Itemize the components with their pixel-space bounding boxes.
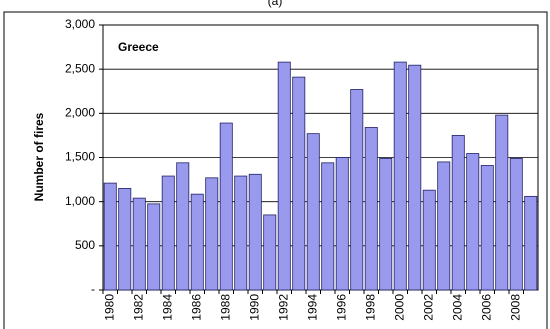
bar [248, 173, 262, 291]
bar [379, 157, 393, 291]
y-tick-label: 1,500 [65, 150, 95, 164]
x-tick-label: 1984 [160, 294, 174, 321]
y-tick-label: 500 [75, 238, 95, 252]
bar [350, 89, 364, 291]
bar [335, 157, 349, 291]
bar [219, 122, 233, 291]
bar [509, 157, 523, 291]
x-tick-label: 1994 [305, 294, 319, 321]
bar [234, 175, 248, 291]
bar [147, 203, 161, 291]
x-tick-label: 1988 [218, 294, 232, 321]
bar [495, 114, 509, 291]
x-tick-label: 2006 [479, 294, 493, 321]
bar [480, 165, 494, 291]
chart-frame [3, 11, 548, 329]
bar [364, 127, 378, 291]
x-tick-label: 1982 [131, 294, 145, 321]
bar [422, 189, 436, 291]
y-tick-label: 2,500 [65, 61, 95, 75]
x-tick-label: 2002 [421, 294, 435, 321]
bar [277, 61, 291, 291]
y-tick-label: 2,000 [65, 106, 95, 120]
y-tick-label: - [91, 282, 95, 296]
bar [176, 162, 190, 291]
y-tick-label: 1,000 [65, 194, 95, 208]
bar [437, 161, 451, 291]
bar [451, 135, 465, 291]
bar [466, 153, 480, 291]
bar [103, 182, 117, 291]
bar [408, 64, 422, 291]
bar [205, 177, 219, 291]
x-tick-label: 1998 [363, 294, 377, 321]
x-tick-label: 2004 [450, 294, 464, 321]
annotation: Greece [118, 40, 159, 54]
x-tick-label: 1990 [247, 294, 261, 321]
bar [524, 195, 538, 291]
bar [393, 61, 407, 291]
bar [292, 76, 306, 291]
bar [306, 133, 320, 291]
x-tick-label: 1996 [334, 294, 348, 321]
chart-title: (a) [268, 0, 283, 8]
x-tick-label: 1992 [276, 294, 290, 321]
bar [190, 193, 204, 291]
bar [132, 197, 146, 291]
x-tick-label: 2008 [508, 294, 522, 321]
x-tick-label: 1980 [102, 294, 116, 321]
y-axis-label: Number of fires [32, 112, 46, 201]
bar [161, 175, 175, 291]
x-tick-label: 1986 [189, 294, 203, 321]
bar [263, 214, 277, 291]
x-tick-label: 2000 [392, 294, 406, 321]
y-tick-label: 3,000 [65, 17, 95, 31]
bar [321, 162, 335, 291]
bar [118, 188, 132, 291]
